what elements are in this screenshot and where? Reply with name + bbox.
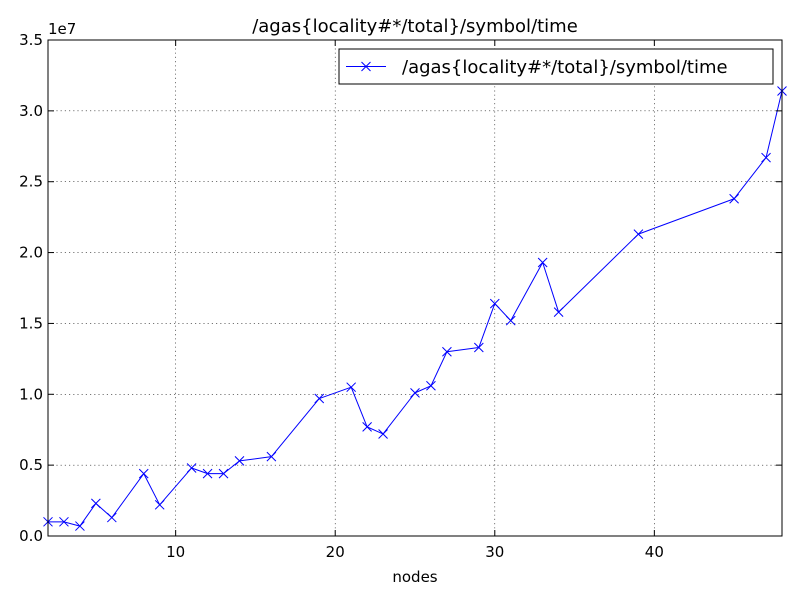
data-point-0-14 xyxy=(362,422,372,432)
x-tick-label-1: 20 xyxy=(326,543,345,561)
data-point-0-24 xyxy=(633,229,644,240)
data-point-0-7 xyxy=(186,463,197,473)
y-tick-label-7: 3.5 xyxy=(19,31,43,49)
data-point-0-8 xyxy=(202,468,213,479)
data-point-0-3 xyxy=(91,498,101,509)
data-point-0-9 xyxy=(218,468,229,479)
data-point-0-18 xyxy=(442,346,452,357)
data-point-0-22 xyxy=(537,257,548,268)
y-axis-offset-label: 1e7 xyxy=(48,20,76,38)
data-point-0-10 xyxy=(234,456,245,466)
data-point-0-20 xyxy=(489,298,500,309)
data-point-0-1 xyxy=(59,516,69,527)
data-point-0-5 xyxy=(138,468,149,479)
data-point-0-19 xyxy=(473,342,484,353)
legend: /agas{locality#*/total}/symbol/time xyxy=(338,48,774,85)
data-point-0-25 xyxy=(729,193,739,204)
plot-series xyxy=(43,86,787,531)
x-tick-label-2: 30 xyxy=(485,543,504,561)
data-point-0-11 xyxy=(266,451,277,462)
data-point-0-13 xyxy=(346,382,357,393)
data-point-0-21 xyxy=(505,315,516,326)
legend-box xyxy=(338,48,774,85)
y-tick-label-5: 2.5 xyxy=(19,173,43,191)
x-tick-label-0: 10 xyxy=(166,543,185,561)
data-point-0-2 xyxy=(75,521,85,531)
x-tick-label-3: 40 xyxy=(645,543,664,561)
chart-title: /agas{locality#*/total}/symbol/time xyxy=(252,16,578,37)
data-point-0-6 xyxy=(154,499,165,510)
y-tick-label-0: 0.0 xyxy=(19,527,43,545)
legend-x-marker xyxy=(361,61,371,72)
plot-frame xyxy=(47,39,783,537)
series-line-0 xyxy=(48,90,783,527)
data-point-0-15 xyxy=(378,429,388,439)
data-point-0-4 xyxy=(106,512,117,523)
y-tick-label-6: 3.0 xyxy=(19,102,43,120)
grid xyxy=(48,40,782,536)
data-point-0-16 xyxy=(410,388,420,398)
data-point-0-23 xyxy=(553,307,564,317)
y-tick-label-1: 0.5 xyxy=(19,456,43,474)
data-point-0-17 xyxy=(426,380,436,391)
y-tick-label-2: 1.0 xyxy=(19,385,43,403)
legend-series-label: /agas{locality#*/total}/symbol/time xyxy=(402,57,728,78)
data-point-0-26 xyxy=(761,152,771,163)
axes: 10 20 30 40 0.0 0.5 1.0 1.5 2.0 2.5 3.0 3.5 xyxy=(19,31,783,561)
x-axis-label: nodes xyxy=(392,568,437,586)
data-point-0-12 xyxy=(314,393,325,404)
y-tick-label-3: 1.5 xyxy=(19,314,43,332)
y-tick-label-4: 2.0 xyxy=(19,244,43,262)
